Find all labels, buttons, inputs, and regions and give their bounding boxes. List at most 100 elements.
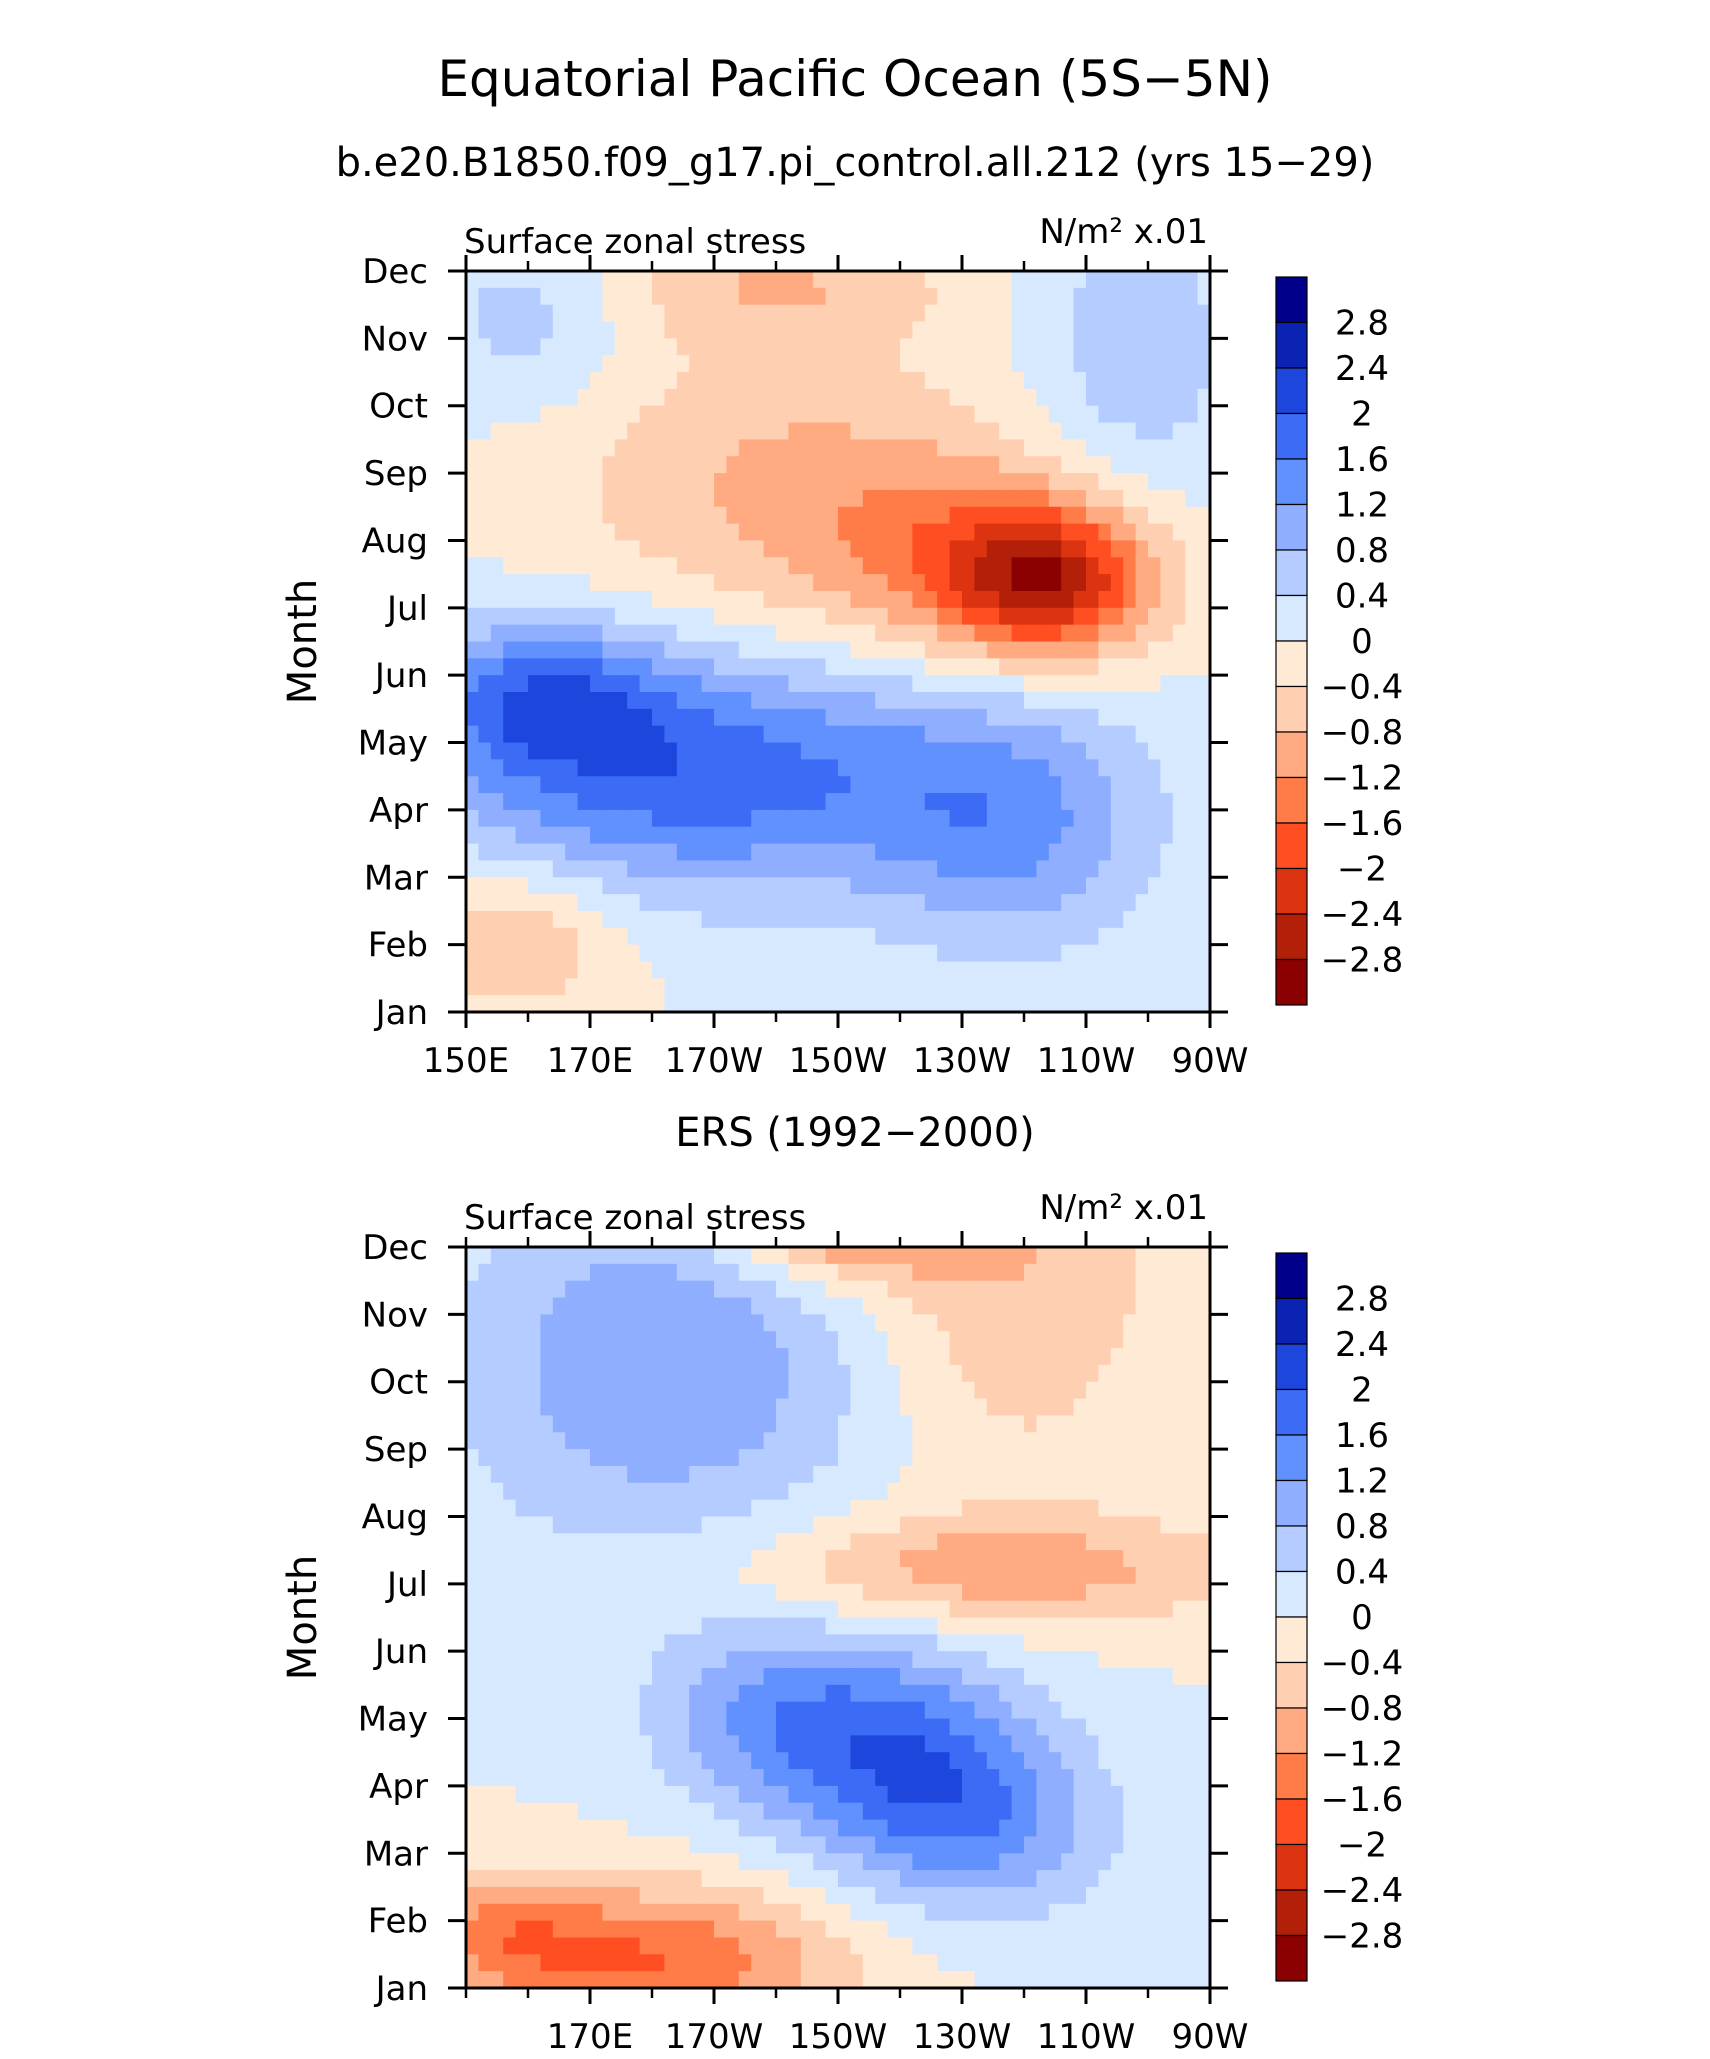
contour-cell bbox=[1086, 1364, 1099, 1383]
contour-cell bbox=[664, 843, 678, 862]
contour-cell bbox=[602, 725, 616, 744]
contour-cell bbox=[1024, 506, 1037, 525]
contour-cell bbox=[490, 1735, 504, 1753]
contour-cell bbox=[590, 1634, 603, 1652]
contour-cell bbox=[738, 607, 752, 626]
contour-cell bbox=[924, 540, 938, 558]
contour-cell bbox=[701, 894, 715, 912]
contour-cell bbox=[974, 1297, 988, 1315]
contour-cell bbox=[887, 271, 901, 289]
contour-cell bbox=[751, 1314, 765, 1332]
contour-cell bbox=[1172, 1802, 1186, 1821]
contour-cell bbox=[503, 1516, 517, 1534]
contour-cell bbox=[466, 826, 479, 845]
contour-cell bbox=[937, 1280, 951, 1299]
contour-cell bbox=[503, 826, 517, 845]
colorbar-label: −0.8 bbox=[1321, 713, 1404, 753]
contour-cell bbox=[986, 1432, 1000, 1450]
contour-cell bbox=[676, 1802, 690, 1821]
contour-cell bbox=[924, 1482, 938, 1501]
contour-cell bbox=[627, 1247, 641, 1265]
contour-cell bbox=[565, 1432, 579, 1450]
contour-cell bbox=[652, 372, 665, 390]
contour-cell bbox=[813, 590, 827, 609]
contour-cell bbox=[466, 1364, 479, 1383]
contour-cell bbox=[986, 725, 1000, 744]
contour-cell bbox=[1024, 692, 1037, 710]
contour-cell bbox=[515, 776, 529, 794]
contour-cell bbox=[689, 742, 703, 760]
contour-cell bbox=[962, 1617, 975, 1635]
contour-cell bbox=[714, 1566, 727, 1585]
contour-cell bbox=[652, 1617, 665, 1635]
contour-cell bbox=[1011, 607, 1025, 626]
contour-cell bbox=[751, 338, 765, 356]
contour-cell bbox=[912, 1600, 926, 1619]
contour-cell bbox=[800, 1314, 814, 1332]
contour-cell bbox=[738, 725, 752, 744]
contour-cell bbox=[900, 1280, 913, 1299]
contour-cell bbox=[466, 523, 479, 542]
contour-cell bbox=[1061, 641, 1075, 659]
contour-cell bbox=[1110, 574, 1124, 592]
contour-cell bbox=[590, 439, 603, 457]
contour-cell bbox=[1098, 742, 1112, 760]
contour-cell bbox=[1061, 405, 1075, 424]
contour-cell bbox=[1024, 422, 1037, 441]
contour-cell bbox=[1048, 574, 1062, 592]
contour-cell bbox=[1073, 338, 1087, 356]
contour-cell bbox=[850, 1398, 864, 1417]
contour-cell bbox=[1024, 776, 1037, 794]
contour-cell bbox=[838, 894, 851, 912]
contour-cell bbox=[1148, 894, 1161, 912]
contour-cell bbox=[962, 1398, 975, 1417]
contour-cell bbox=[726, 1668, 740, 1686]
contour-cell bbox=[1148, 456, 1161, 474]
contour-cell bbox=[627, 1297, 641, 1315]
contour-cell bbox=[986, 927, 1000, 946]
contour-cell bbox=[676, 1853, 690, 1871]
contour-cell bbox=[528, 540, 541, 558]
contour-cell bbox=[937, 1600, 951, 1619]
contour-cell bbox=[701, 1398, 715, 1417]
contour-cell bbox=[1086, 1482, 1099, 1501]
contour-cell bbox=[565, 590, 579, 609]
contour-cell bbox=[639, 910, 653, 929]
contour-cell bbox=[1160, 355, 1174, 373]
contour-cell bbox=[962, 944, 975, 963]
contour-cell bbox=[1036, 338, 1050, 356]
contour-cell bbox=[714, 607, 727, 626]
contour-cell bbox=[565, 388, 579, 407]
contour-cell bbox=[466, 489, 479, 508]
contour-cell bbox=[800, 708, 814, 727]
contour-cell bbox=[937, 1482, 951, 1501]
contour-cell bbox=[1110, 456, 1124, 474]
contour-cell bbox=[627, 1668, 641, 1686]
contour-cell bbox=[1073, 1263, 1087, 1282]
contour-cell bbox=[937, 321, 951, 339]
contour-cell bbox=[701, 1600, 715, 1619]
contour-cell bbox=[1073, 523, 1087, 542]
contour-cell bbox=[676, 809, 690, 828]
contour-cell bbox=[788, 1247, 802, 1265]
contour-cell bbox=[1135, 708, 1149, 727]
contour-cell bbox=[1048, 1381, 1062, 1400]
contour-cell bbox=[1036, 557, 1050, 575]
contour-cell bbox=[714, 1718, 727, 1736]
contour-cell bbox=[763, 692, 777, 710]
contour-cell bbox=[689, 1735, 703, 1753]
contour-cell bbox=[466, 776, 479, 794]
contour-cell bbox=[974, 355, 988, 373]
contour-cell bbox=[900, 1482, 913, 1501]
contour-cell bbox=[515, 1247, 529, 1265]
contour-cell bbox=[924, 624, 938, 643]
contour-cell bbox=[763, 422, 777, 441]
contour-cell bbox=[800, 540, 814, 558]
contour-cell bbox=[676, 1263, 690, 1282]
contour-cell bbox=[689, 372, 703, 390]
contour-cell bbox=[1036, 1432, 1050, 1450]
contour-cell bbox=[714, 1280, 727, 1299]
contour-cell bbox=[949, 1600, 963, 1619]
contour-cell bbox=[515, 1701, 529, 1720]
contour-cell bbox=[999, 826, 1013, 845]
